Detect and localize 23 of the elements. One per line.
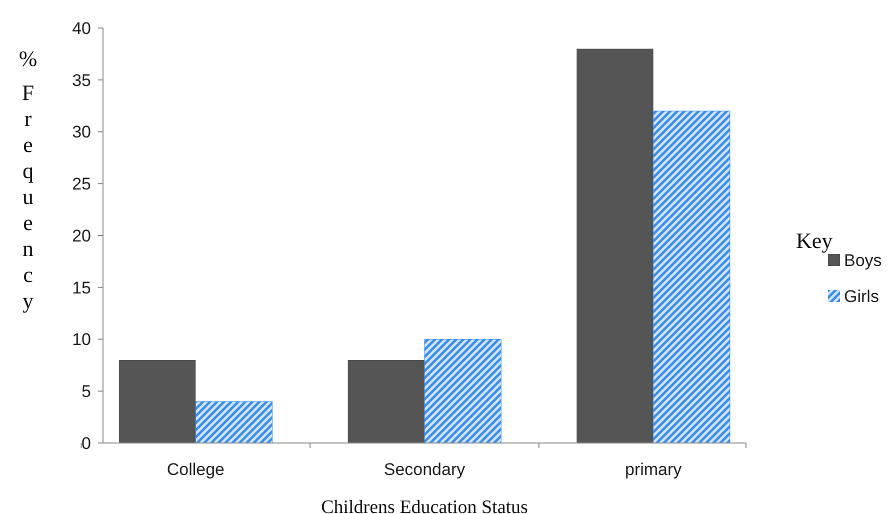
y-tick-label: 10 — [72, 330, 91, 350]
y-tick-label: 25 — [72, 174, 91, 194]
x-tick-label: primary — [624, 460, 682, 479]
bar — [348, 360, 424, 443]
legend-title: Key — [796, 228, 833, 253]
bar — [424, 339, 502, 444]
bar — [119, 360, 196, 443]
x-tick-label: Secondary — [384, 460, 466, 479]
bar — [653, 110, 730, 444]
legend-label: Boys — [844, 250, 882, 270]
y-tick-label: 40 — [72, 18, 91, 38]
legend-label: Girls — [844, 286, 879, 306]
y-tick-label: 15 — [72, 278, 91, 298]
bar — [195, 401, 273, 444]
bar — [576, 48, 654, 443]
y-tick-label: 20 — [72, 226, 91, 246]
text: % Frequency — [18, 46, 38, 313]
x-axis-title: Childrens Education Status — [321, 497, 528, 514]
y-tick-label: 30 — [72, 122, 91, 142]
y-tick-label: 0 — [82, 434, 91, 453]
y-tick-label: 35 — [72, 70, 91, 90]
y-tick-label: 5 — [82, 382, 91, 402]
x-tick-label: College — [166, 460, 225, 479]
